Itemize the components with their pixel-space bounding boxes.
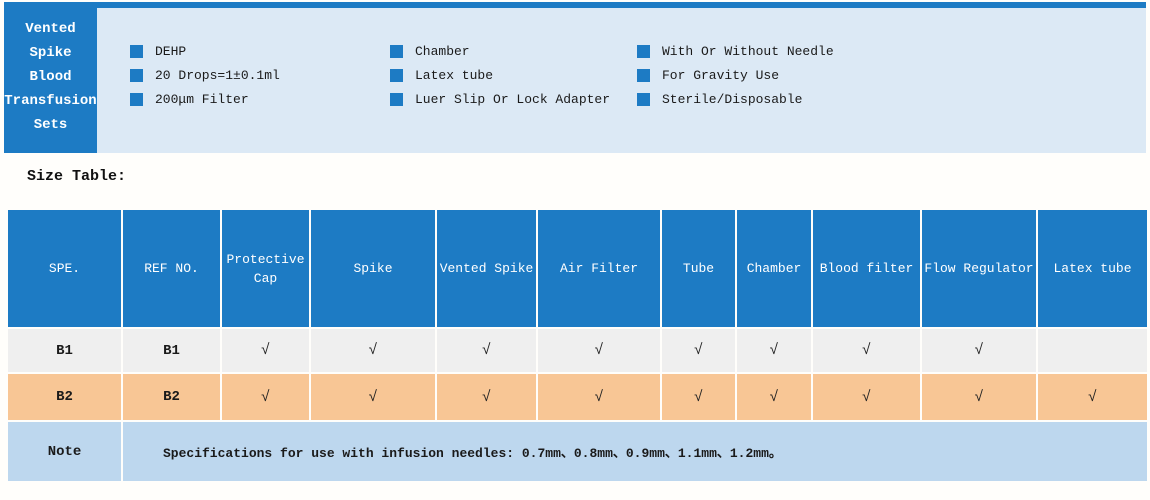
column-header: Latex tube	[1038, 210, 1147, 327]
product-title-line: Spike	[29, 45, 72, 61]
feature-column-1: DEHP 20 Drops=1±0.1ml 200μm Filter	[130, 39, 280, 111]
feature-label: Chamber	[415, 43, 470, 59]
feature-label: For Gravity Use	[662, 67, 780, 83]
column-header: REF NO.	[123, 210, 220, 327]
feature-item: For Gravity Use	[637, 63, 834, 87]
feature-item: Latex tube	[390, 63, 610, 87]
check-cell: √	[662, 329, 735, 372]
feature-item: Sterile/Disposable	[637, 87, 834, 111]
product-title-line: Blood	[29, 69, 72, 85]
spec-table: SPE. REF NO. Protective Cap Spike Vented Spi…	[8, 210, 1147, 481]
check-cell: √	[222, 329, 309, 372]
bullet-square-icon	[637, 92, 650, 106]
check-cell: √	[538, 374, 660, 420]
feature-item: Chamber	[390, 39, 610, 63]
check-cell: √	[813, 329, 920, 372]
check-cell: √	[311, 329, 435, 372]
bullet-square-icon	[390, 68, 403, 82]
feature-label: With Or Without Needle	[662, 43, 834, 59]
feature-label: 200μm Filter	[155, 91, 249, 107]
column-header: Vented Spike	[437, 210, 536, 327]
feature-item: 200μm Filter	[130, 87, 280, 111]
column-header: Flow Regulator	[922, 210, 1036, 327]
feature-panel: DEHP 20 Drops=1±0.1ml 200μm Filter Chamb…	[97, 8, 1146, 153]
header-top-border	[4, 2, 1146, 8]
check-cell: √	[737, 374, 811, 420]
check-cell: √	[922, 329, 1036, 372]
check-cell: √	[311, 374, 435, 420]
row-spe-cell: B1	[8, 329, 121, 372]
bullet-square-icon	[637, 68, 650, 82]
product-title: Vented Spike Blood Transfusion Sets	[4, 2, 97, 153]
product-title-line: Vented	[25, 21, 76, 37]
feature-column-3: With Or Without Needle For Gravity Use S…	[637, 39, 834, 111]
check-cell: √	[662, 374, 735, 420]
bullet-square-icon	[390, 44, 403, 58]
column-header: Blood filter	[813, 210, 920, 327]
feature-label: Latex tube	[415, 67, 494, 83]
row-spe-cell: B2	[8, 374, 121, 420]
check-cell	[1038, 329, 1147, 372]
feature-item: Luer Slip Or Lock Adapter	[390, 87, 610, 111]
feature-item: With Or Without Needle	[637, 39, 834, 63]
bullet-square-icon	[130, 68, 143, 82]
check-cell: √	[222, 374, 309, 420]
note-text: Specifications for use with infusion nee…	[123, 422, 1147, 481]
row-ref-cell: B2	[123, 374, 220, 420]
feature-label: DEHP	[155, 43, 187, 59]
check-cell: √	[1038, 374, 1147, 420]
check-cell: √	[922, 374, 1036, 420]
check-cell: √	[538, 329, 660, 372]
check-cell: √	[813, 374, 920, 420]
check-cell: √	[437, 374, 536, 420]
column-header: Chamber	[737, 210, 811, 327]
feature-item: 20 Drops=1±0.1ml	[130, 63, 280, 87]
bullet-square-icon	[130, 92, 143, 106]
column-header: Tube	[662, 210, 735, 327]
column-header: Protective Cap	[222, 210, 309, 327]
product-title-line: Transfusion	[4, 93, 97, 109]
check-cell: √	[737, 329, 811, 372]
bullet-square-icon	[390, 92, 403, 106]
column-header: Air Filter	[538, 210, 660, 327]
check-cell: √	[437, 329, 536, 372]
feature-column-2: Chamber Latex tube Luer Slip Or Lock Ada…	[390, 39, 610, 111]
column-header: SPE.	[8, 210, 121, 327]
column-header: Spike	[311, 210, 435, 327]
row-ref-cell: B1	[123, 329, 220, 372]
feature-label: Sterile/Disposable	[662, 91, 803, 107]
feature-label: Luer Slip Or Lock Adapter	[415, 91, 611, 107]
bullet-square-icon	[130, 44, 143, 58]
note-label: Note	[8, 422, 121, 481]
size-table-label: Size Table:	[27, 168, 127, 185]
feature-label: 20 Drops=1±0.1ml	[155, 67, 280, 83]
product-title-line: Sets	[33, 117, 68, 133]
bullet-square-icon	[637, 44, 650, 58]
feature-item: DEHP	[130, 39, 280, 63]
